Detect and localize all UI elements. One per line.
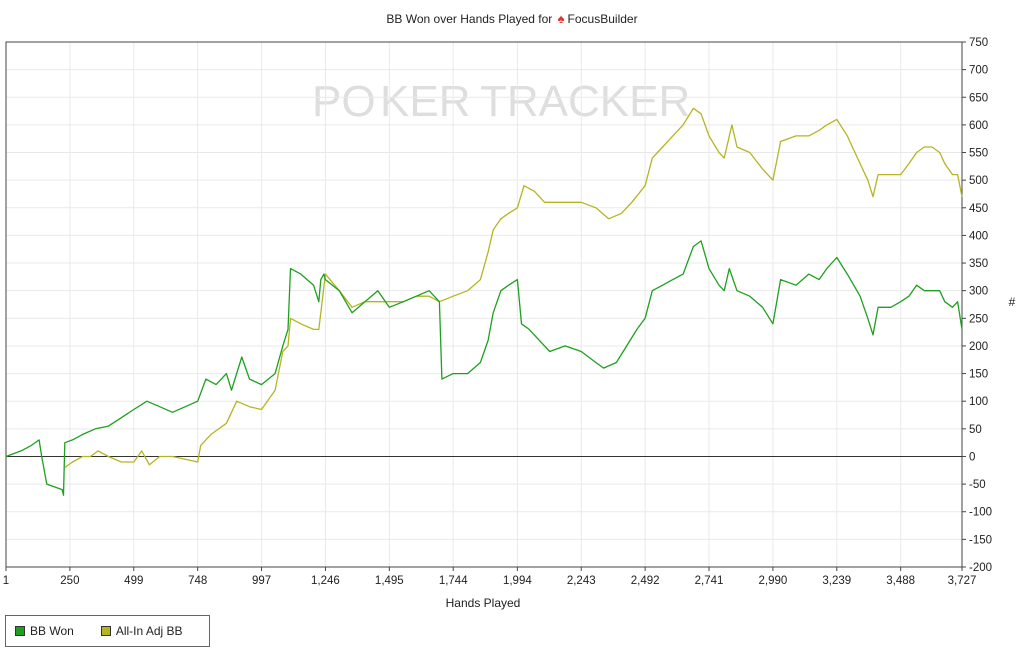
y-tick-label: 650 [969,92,988,104]
y-tick-label: 550 [969,148,988,160]
y-tick-label: 600 [969,120,988,132]
x-tick-label: 997 [252,575,271,587]
legend-item-all-in-adj-bb[interactable]: All-In Adj BB [100,624,183,638]
x-axis-title: Hands Played [446,596,521,610]
y-tick-label: 500 [969,175,988,187]
y-tick-label: 0 [969,451,975,463]
x-tick-label: 499 [124,575,143,587]
y-tick-label: 300 [969,286,988,298]
chart-title: BB Won over Hands Played for ♠ FocusBuild… [0,11,1024,26]
legend-label-all-in-adj-bb: All-In Adj BB [115,624,183,638]
series-layer [5,107,963,496]
x-tick-label: 1,246 [311,575,340,587]
y-tick-label: 100 [969,396,988,408]
y-tick-label: -200 [969,562,992,574]
y-tick-label: 250 [969,313,988,325]
y-tick-label: 700 [969,65,988,77]
y-tick-label: 200 [969,341,988,353]
series-line-bb-won [5,240,963,496]
legend-label-bb-won: BB Won [30,624,74,638]
y-tick-label: 450 [969,203,988,215]
legend-item-bb-won[interactable]: BB Won [15,624,74,638]
spade-icon: ♠ [557,11,565,26]
x-tick-label: 3,488 [886,575,915,587]
watermark-ker: KER [380,77,470,126]
x-tick-label: 3,239 [822,575,851,587]
legend-swatch-bb-won [15,626,25,636]
y-tick-label: 50 [969,424,982,436]
x-tick-label: 2,243 [567,575,596,587]
y-tick-label: 400 [969,230,988,242]
y-tick-label: 150 [969,369,988,381]
x-tick-label: 1,744 [439,575,468,587]
watermark-tracker: TRACKER [480,77,690,126]
x-tick-label: 2,741 [695,575,724,587]
x-tick-label: 2,990 [759,575,788,587]
y-axis: -200 -150 -100 -50 0 50 100 150 200 250 300 350 400 4… [962,37,992,574]
y-tick-label: -150 [969,534,992,546]
x-axis: 1 250 499 748 997 1,246 1,495 1,744 1,994 2,243 2,… [3,567,977,587]
y-tick-label: 350 [969,258,988,270]
x-tick-label: 1 [3,575,9,587]
pokertracker-watermark: PO KER TRACKER [312,77,690,126]
player-name: FocusBuilder [567,12,638,26]
watermark-po: PO [312,77,376,126]
x-tick-label: 2,492 [631,575,660,587]
x-tick-label: 1,495 [375,575,404,587]
x-tick-label: 3,727 [948,575,977,587]
x-tick-label: 250 [60,575,79,587]
plot-area [5,41,963,568]
y-tick-label: -100 [969,507,992,519]
y-tick-label: -50 [969,479,986,491]
legend: BB Won All-In Adj BB [5,615,210,647]
series-line-all-in-adj-bb [64,107,963,469]
legend-swatch-all-in-adj-bb [100,626,111,636]
x-tick-label: 1,994 [503,575,532,587]
x-tick-label: 748 [188,575,207,587]
y-tick-label: 750 [969,37,988,49]
y-axis-title: # [1009,295,1016,309]
chart-title-text: BB Won over Hands Played for [386,12,553,26]
